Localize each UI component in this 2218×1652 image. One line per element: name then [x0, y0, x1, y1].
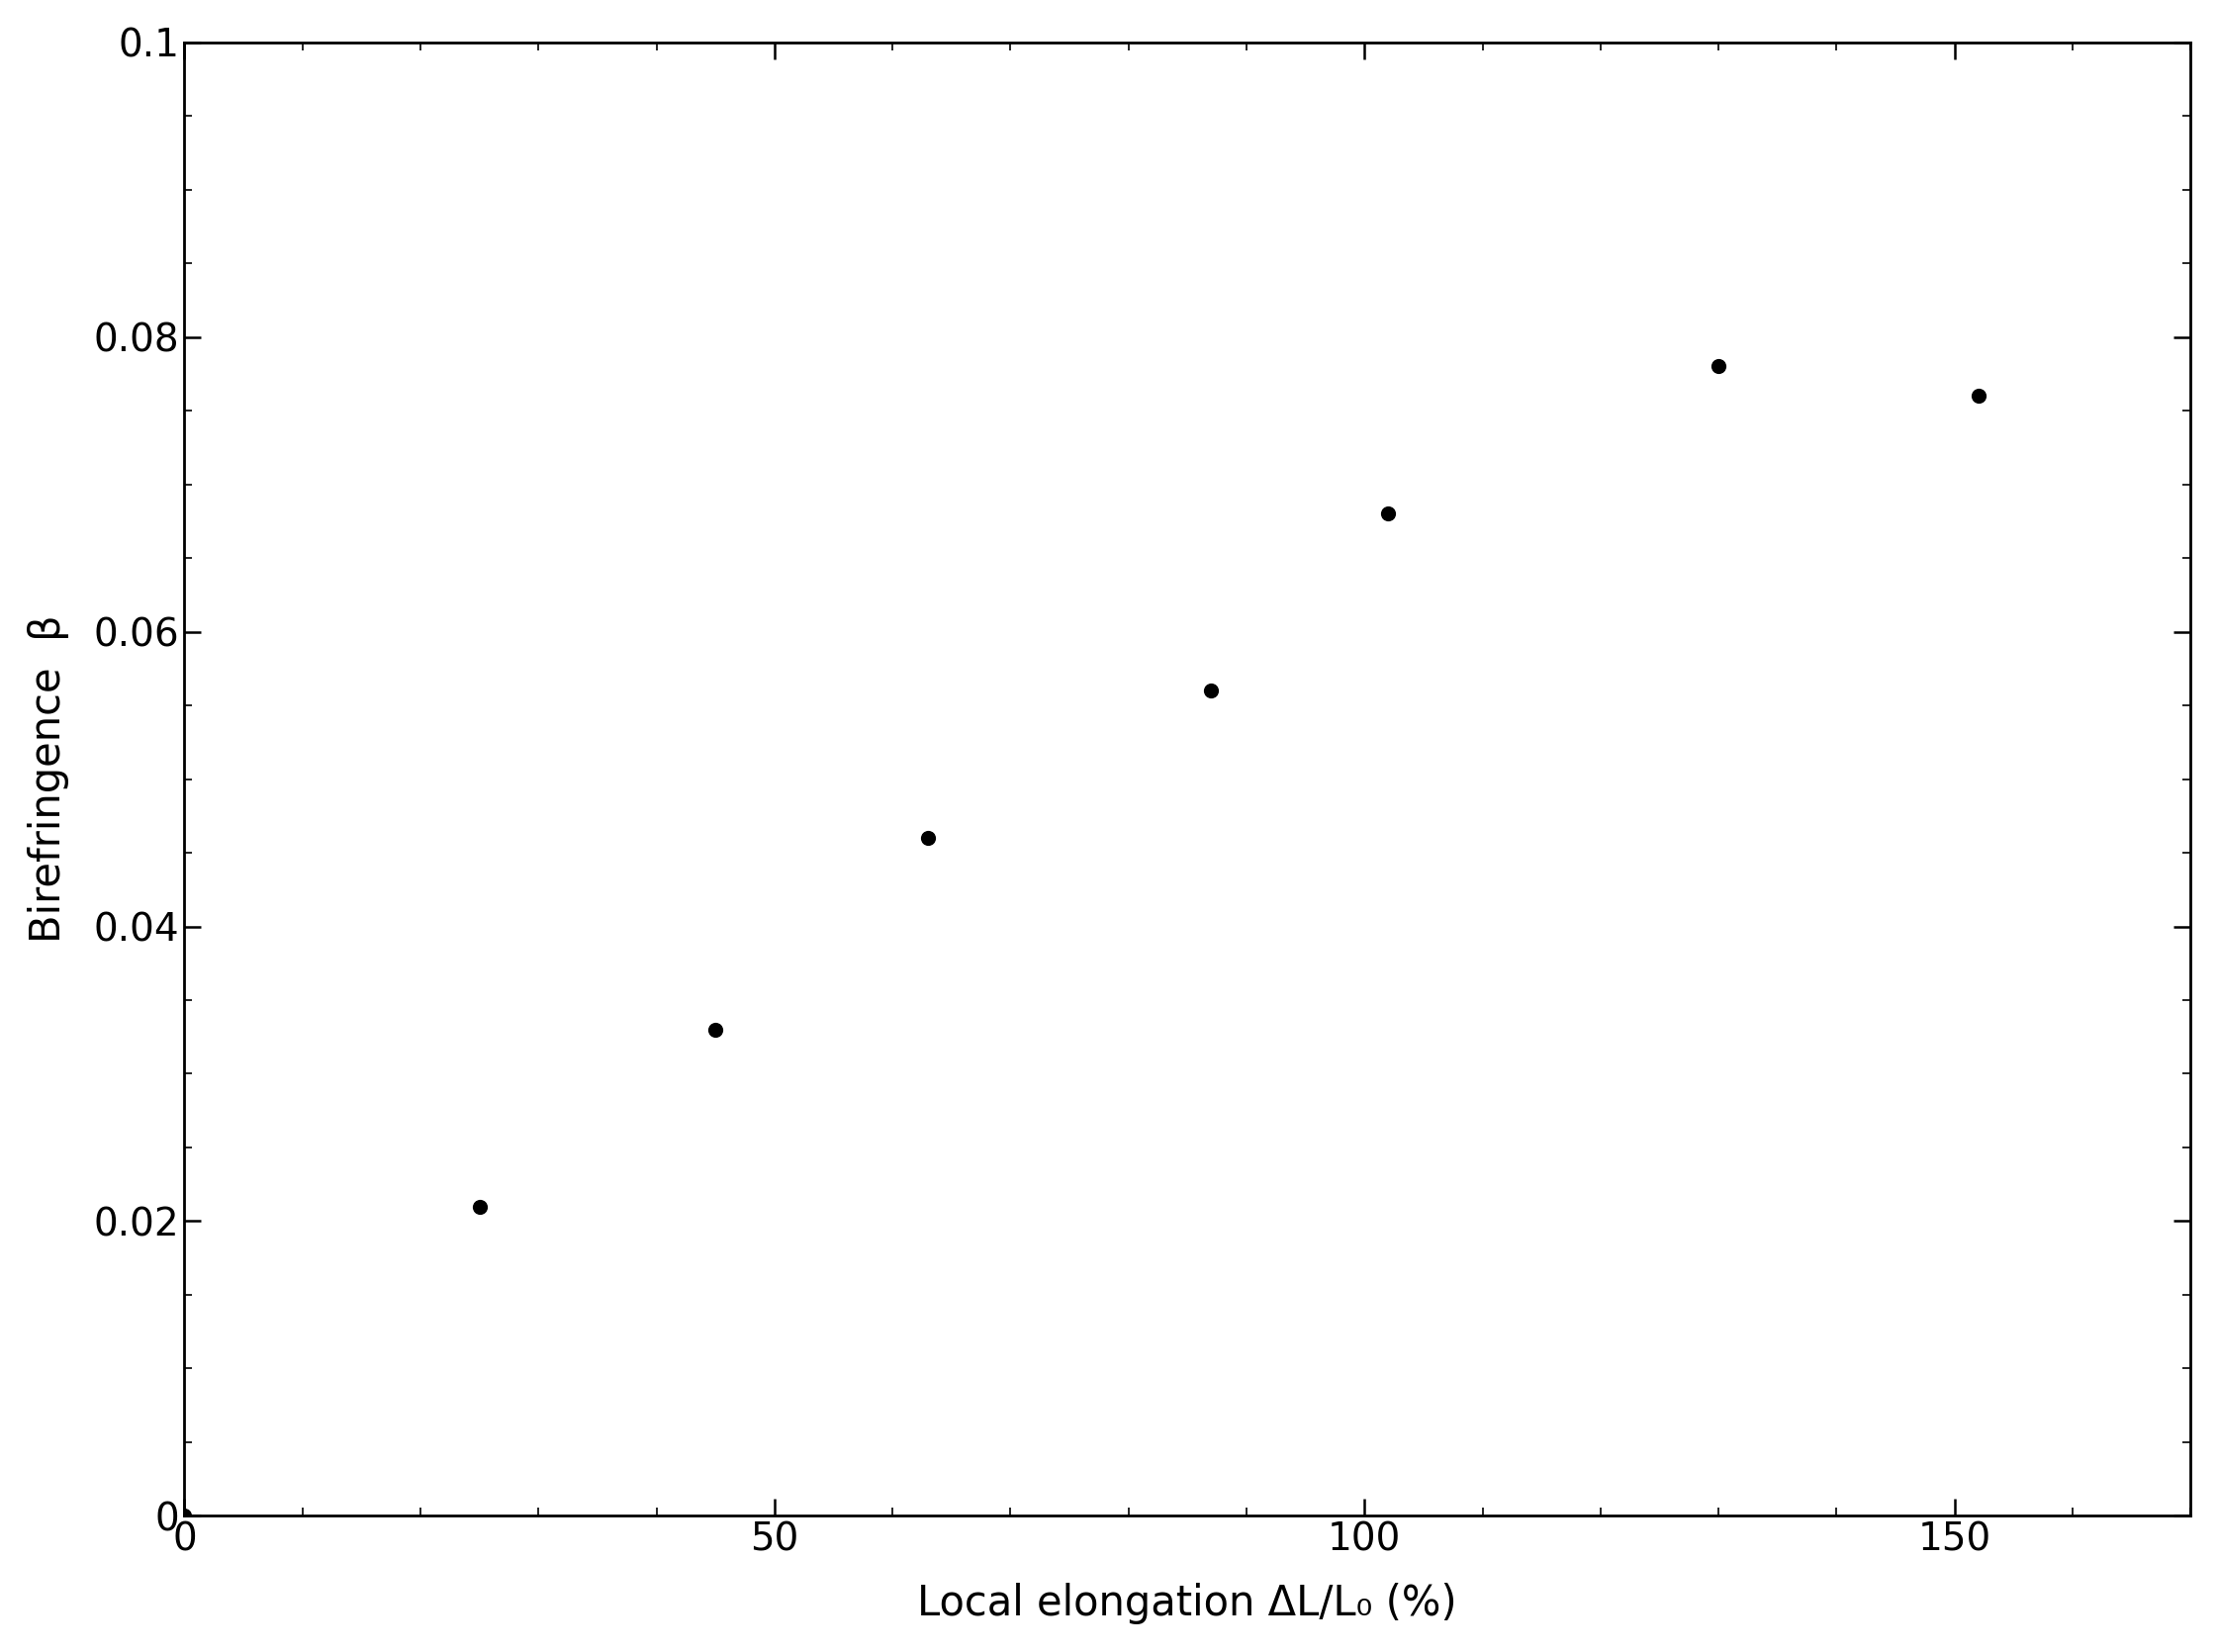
Point [1371, 501, 1406, 527]
Point [1193, 677, 1229, 704]
X-axis label: Local elongation ΔL/L₀ (%): Local elongation ΔL/L₀ (%) [918, 1583, 1457, 1624]
Y-axis label: Birefringence  β: Birefringence β [27, 615, 69, 943]
Point [1961, 383, 1996, 410]
Point [461, 1193, 497, 1219]
Point [1701, 354, 1737, 380]
Point [166, 1503, 202, 1530]
Point [909, 824, 945, 851]
Point [699, 1016, 734, 1042]
